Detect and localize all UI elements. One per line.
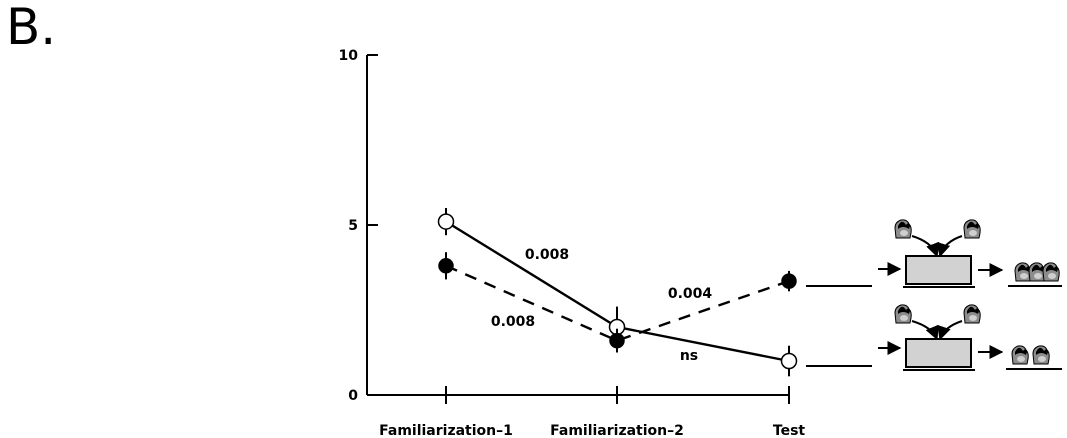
gray-box-occluder-icon	[905, 338, 972, 368]
p-value-label: 0.008	[525, 247, 569, 263]
y-tick-label: 0	[348, 388, 358, 404]
gray-box-occluder-icon	[905, 255, 972, 285]
data-point	[437, 213, 455, 230]
three-objects-outcome-icon	[878, 219, 1062, 288]
p-value-label: 0.008	[491, 314, 535, 330]
p-value-label: 0.004	[668, 286, 713, 302]
panel-label: B.	[6, 0, 57, 56]
x-tick-label: Familiarization–1	[379, 423, 513, 438]
y-tick-label: 10	[339, 48, 359, 64]
data-point	[781, 273, 797, 289]
p-value-label: ns	[680, 348, 698, 364]
y-tick-label: 5	[348, 218, 358, 234]
data-point	[780, 352, 798, 370]
axes: 0 5 10 Familiarization–1 Familiarization–2 Te…	[339, 48, 806, 438]
data-point	[438, 258, 454, 274]
outcome-illustrations	[806, 219, 1062, 371]
series-layer	[437, 208, 798, 377]
annotations: 0.008 0.008 0.004 ns	[491, 247, 713, 364]
two-objects-outcome-icon	[878, 304, 1062, 371]
x-tick-label: Familiarization–2	[550, 423, 684, 438]
data-point	[609, 332, 625, 349]
x-tick-label: Test	[773, 423, 806, 438]
dashed-series	[438, 252, 797, 353]
